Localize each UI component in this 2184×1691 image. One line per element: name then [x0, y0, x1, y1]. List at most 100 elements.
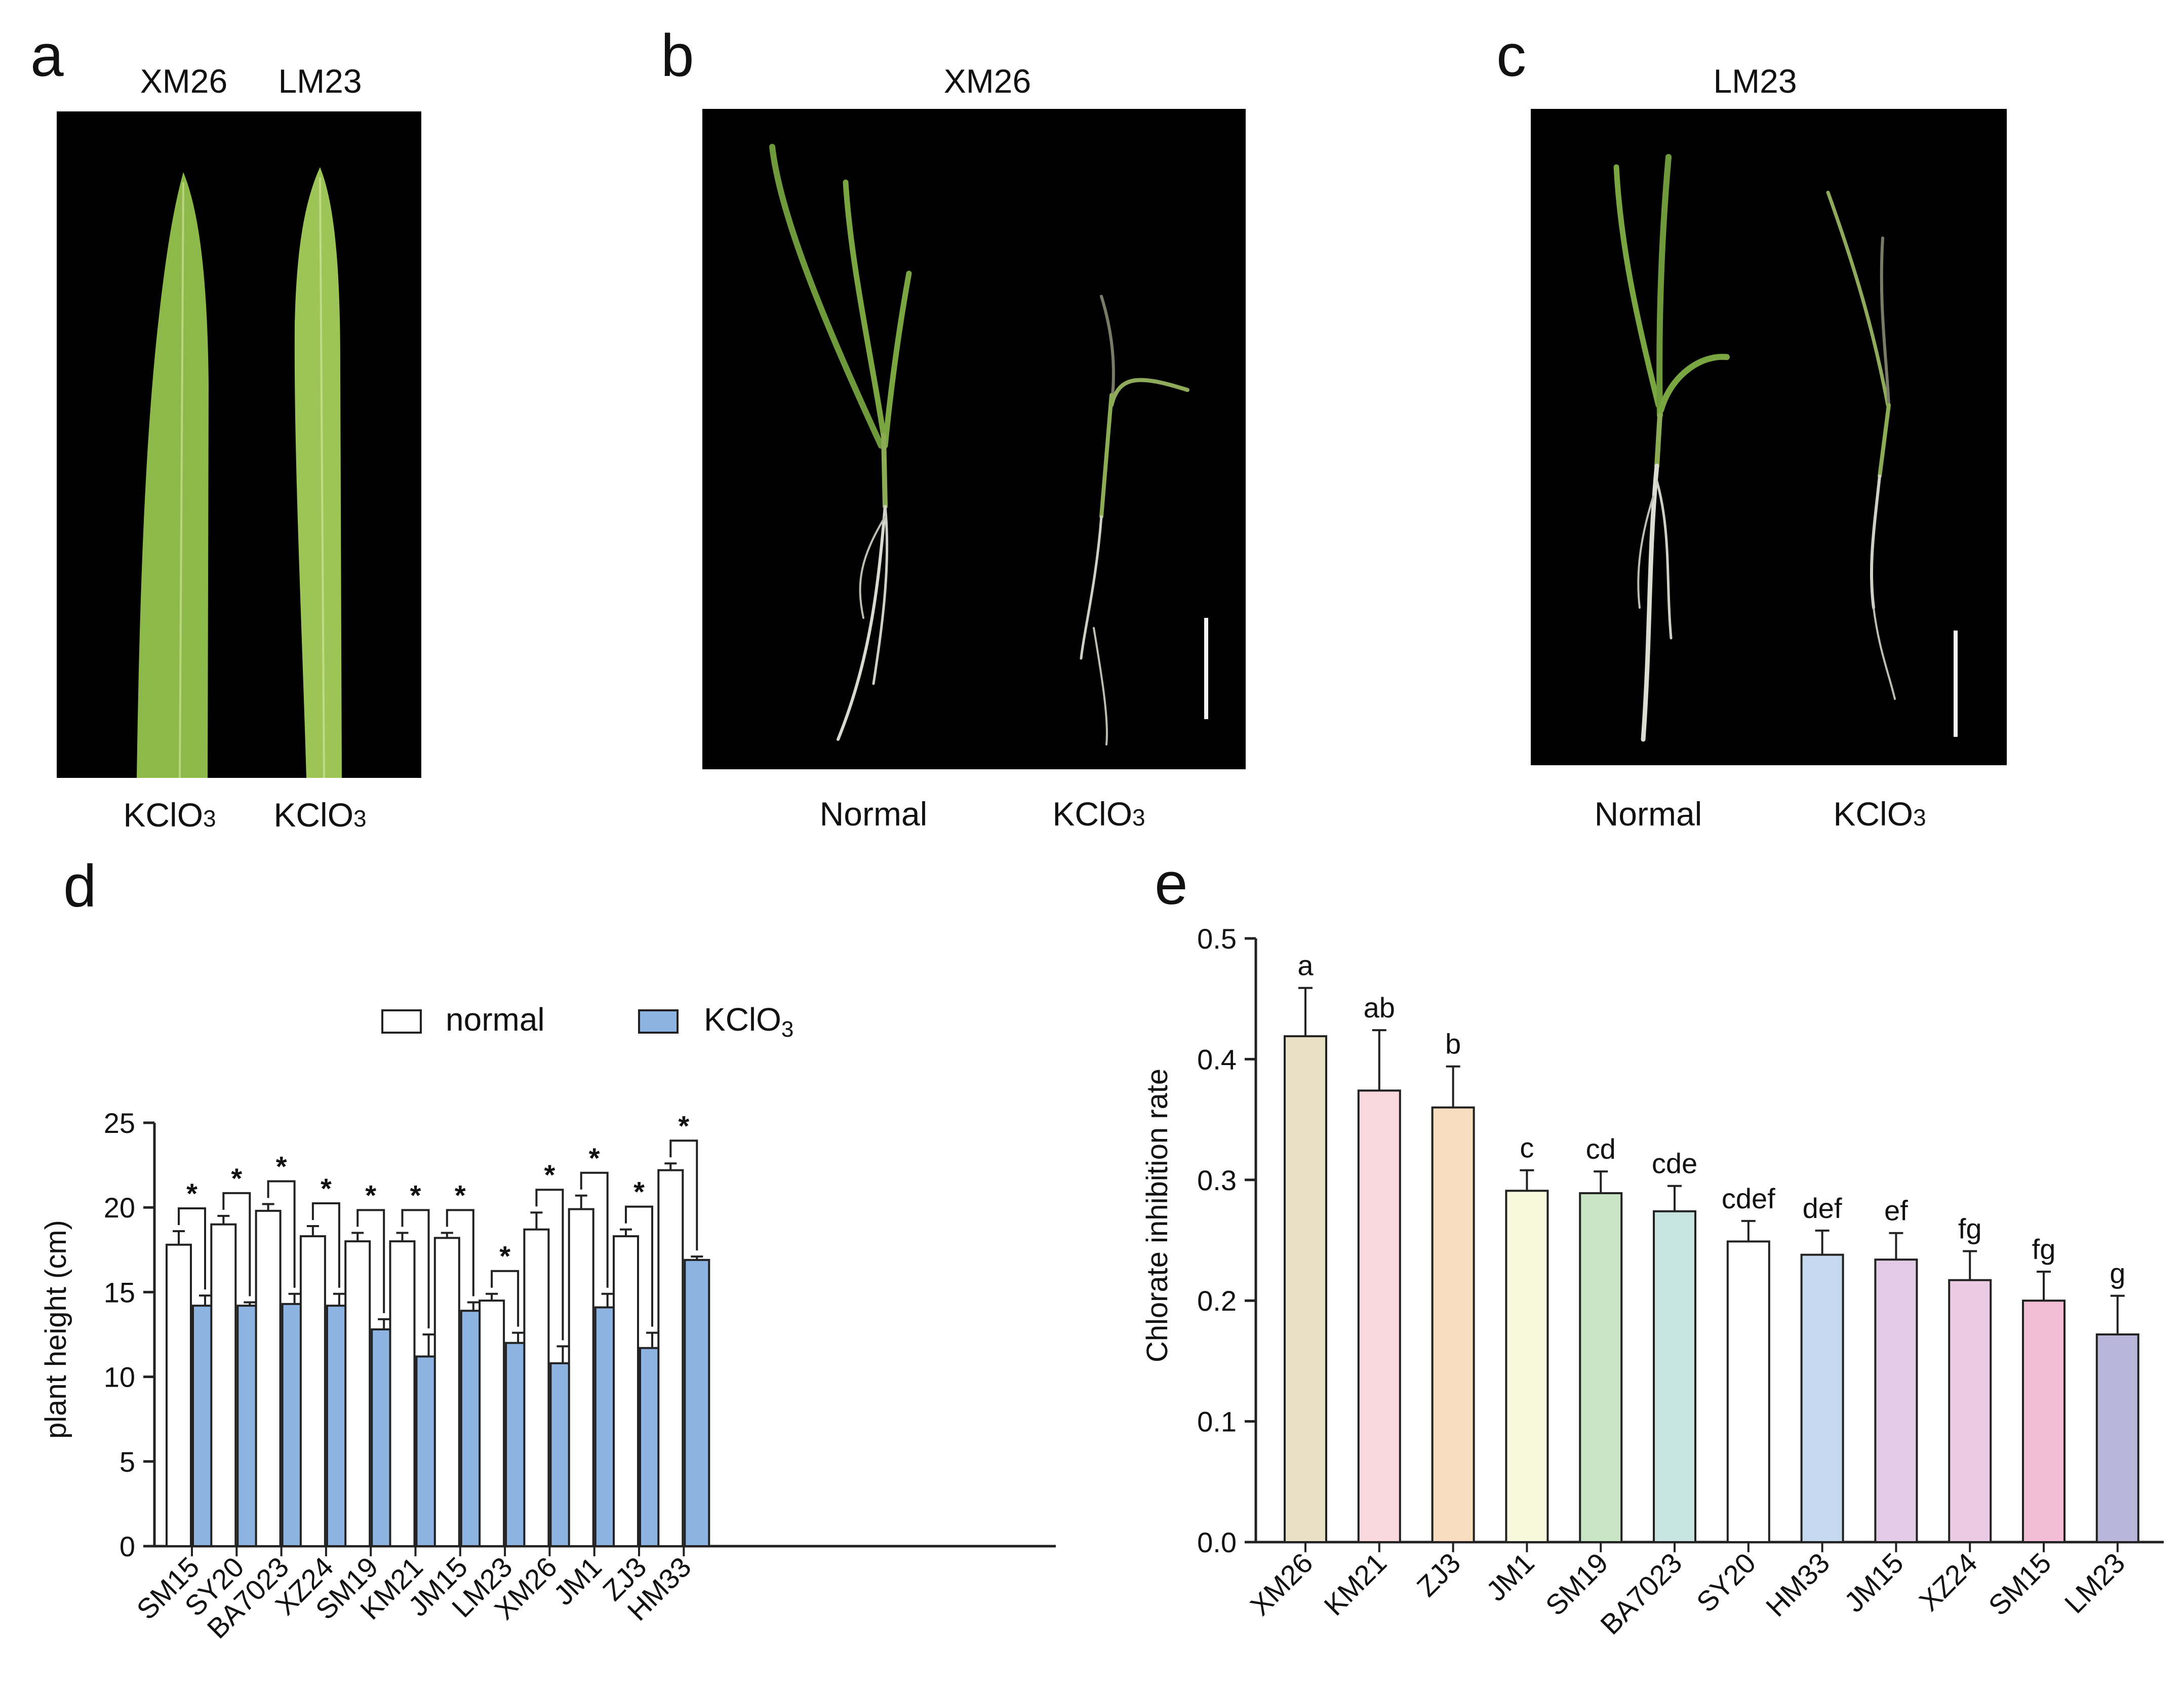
legend-swatch-kclo3: [638, 1009, 679, 1034]
chart-d-ylabel: plant height (cm): [39, 1220, 72, 1439]
chart-e-group-letter: cde: [1652, 1148, 1697, 1179]
chart-e-bar: [1357, 1089, 1401, 1544]
chart-d-sig-star: *: [633, 1176, 645, 1208]
chart-d-sig-bracket: [356, 1209, 385, 1313]
chart-e-ytick-label: 0.3: [1197, 1164, 1237, 1196]
chart-d-bar-normal: [299, 1235, 326, 1548]
chart-d-sig-bracket: [625, 1205, 653, 1327]
chart-e-xtick-label: SY20: [1690, 1547, 1762, 1618]
chart-d-sig-star: *: [455, 1179, 466, 1211]
chart-e-group-letter: cdef: [1722, 1183, 1775, 1214]
panel-c-bottom-normal: Normal: [1595, 795, 1702, 833]
chart-e-xtick-label: JM1: [1480, 1547, 1540, 1607]
chart-d-bar-normal: [389, 1240, 416, 1548]
panel-a-label-xm26: XM26: [140, 62, 227, 100]
chart-e-group-letter: c: [1520, 1132, 1534, 1164]
chart-d-bar-normal: [255, 1209, 282, 1547]
chart-d-sig-star: *: [499, 1240, 510, 1272]
chart-d-bar-normal: [479, 1300, 505, 1548]
chart-e-bar: [1431, 1106, 1475, 1543]
chart-e-bar: [1505, 1190, 1549, 1544]
chart-d-sig-bracket: [491, 1270, 520, 1327]
chart-d-sig-star: *: [410, 1179, 421, 1211]
chart-e-group-letter: cd: [1586, 1133, 1616, 1165]
chart-d-bar-kclo3: [684, 1259, 710, 1547]
seedling-normal-c-icon: [1613, 154, 1730, 742]
chart-e-group-letter: def: [1803, 1192, 1842, 1224]
chart-d-bar-normal: [568, 1208, 594, 1547]
chart-e-ytick-label: 0.2: [1197, 1285, 1237, 1317]
panel-b-title: XM26: [944, 62, 1031, 100]
chart-e-ytick-label: 0.5: [1197, 923, 1237, 955]
panel-e-letter: e: [1155, 850, 1188, 917]
chart-e-xtick-label: XM26: [1244, 1547, 1319, 1622]
panel-a-letter: a: [30, 22, 64, 89]
seedling-kclo3-icon: [1080, 295, 1189, 745]
legend-label-kclo3: KClO3: [704, 1001, 793, 1042]
chart-e-xtick-label: JM15: [1838, 1547, 1910, 1618]
panel-a-photo: [57, 111, 421, 778]
panel-a-bottom-kclo3-left: KClO3: [123, 796, 216, 834]
chart-e-xtick-label: LM23: [2058, 1547, 2131, 1620]
seedling-kclo3-c-icon: [1826, 190, 1896, 700]
chart-e-xtick-label: BA7023: [1594, 1547, 1688, 1640]
chart-d-ytick-label: 15: [104, 1276, 135, 1308]
chart-d-ytick-label: 10: [104, 1361, 135, 1393]
chart-d: normal KClO3 plant height (cm) 0 5 10 15 20 2…: [39, 1001, 1056, 1644]
chart-d-sig-bracket: [222, 1192, 251, 1296]
chart-e-ytick-label: 0.0: [1197, 1526, 1237, 1558]
chart-d-bar-normal: [523, 1228, 550, 1548]
chart-d-bar-normal: [657, 1169, 684, 1548]
chart-d-bar-normal: [166, 1243, 192, 1548]
panel-b-letter: b: [661, 22, 694, 89]
chart-d-sig-bracket: [446, 1209, 474, 1296]
chart-e-bar: [2022, 1300, 2066, 1543]
chart-d-ytick-label: 25: [104, 1107, 135, 1139]
chart-e-ylabel: Chlorate inhibition rate: [1141, 1069, 1174, 1362]
chart-d-ytick-label: 0: [120, 1530, 135, 1562]
chart-e-group-letter: fg: [2032, 1233, 2056, 1265]
chart-e-bar: [1726, 1240, 1770, 1544]
leaf-lm23-icon: [294, 167, 342, 778]
chart-d-sig-star: *: [231, 1162, 242, 1194]
chart-e-bar: [1800, 1253, 1844, 1543]
chart-e: Chlorate inhibition rate 0.0 0.1 0.2 0.3 0.4…: [1141, 923, 2164, 1640]
chart-e-ytick-label: 0.4: [1197, 1043, 1237, 1075]
panel-b-bottom-normal: Normal: [820, 795, 928, 833]
panel-d-letter: d: [63, 853, 97, 920]
chart-d-ytick-label: 5: [120, 1446, 135, 1478]
chart-e-xtick-label: SM15: [1982, 1547, 2057, 1622]
chart-d-sig-bracket: [178, 1207, 206, 1290]
chart-e-bar: [1284, 1035, 1327, 1543]
chart-d-sig-star: *: [276, 1151, 287, 1183]
chart-d-sig-bracket: [311, 1202, 340, 1288]
panel-b-photo: [702, 109, 1246, 769]
chart-d-sig-bracket: [535, 1189, 564, 1341]
panel-c-photo: [1531, 109, 2007, 765]
chart-e-group-letter: ef: [1884, 1195, 1908, 1227]
chart-d-sig-star: *: [544, 1159, 555, 1191]
chart-d-bar-normal: [433, 1237, 460, 1548]
chart-e-xtick-label: ZJ3: [1411, 1547, 1467, 1603]
chart-d-sig-star: *: [678, 1110, 689, 1142]
legend-label-normal: normal: [446, 1001, 545, 1038]
panel-c-bottom-kclo3: KClO3: [1833, 795, 1926, 833]
chart-e-xtick-label: HM33: [1760, 1547, 1836, 1623]
chart-d-bar-normal: [613, 1235, 639, 1548]
panel-b-bottom-kclo3: KClO3: [1052, 795, 1145, 833]
chart-e-group-letter: ab: [1364, 992, 1395, 1024]
chart-e-group-letter: a: [1297, 950, 1314, 981]
chart-d-sig-star: *: [365, 1179, 376, 1211]
chart-e-ytick-label: 0.1: [1197, 1406, 1237, 1438]
chart-d-sig-star: *: [589, 1142, 600, 1174]
chart-d-sig-bracket: [401, 1209, 430, 1328]
panel-c-letter: c: [1496, 22, 1526, 89]
chart-d-legend: normal KClO3: [381, 1001, 793, 1042]
chart-e-group-letter: b: [1445, 1028, 1461, 1060]
chart-d-sig-bracket: [669, 1139, 698, 1251]
chart-e-xtick-label: XZ24: [1913, 1547, 1983, 1617]
chart-d-sig-star: *: [186, 1177, 197, 1209]
chart-d-sig-bracket: [580, 1171, 609, 1288]
panel-c-title: LM23: [1713, 62, 1797, 100]
chart-e-bar: [1653, 1210, 1696, 1543]
